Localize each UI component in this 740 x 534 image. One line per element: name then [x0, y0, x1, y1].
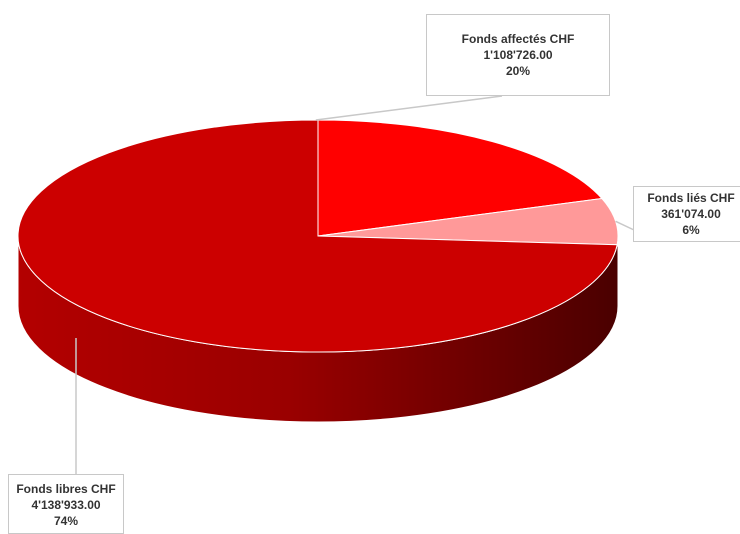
slice-label-percent: 74% [53, 514, 79, 528]
slice-label-name: Fonds affectés CHF [461, 32, 575, 46]
callout-leaders [75, 95, 635, 474]
slice-fonds-lies [317, 198, 619, 246]
slice-label-fonds-lies: Fonds liés CHF 361'074.00 6% [633, 186, 740, 242]
slice-label-name: Fonds liés CHF [647, 191, 735, 205]
pie-top [17, 119, 619, 353]
slice-label-percent: 20% [505, 64, 531, 78]
leader-fonds-lies [615, 220, 635, 231]
slice-fonds-affectes [317, 119, 603, 237]
slice-label-amount: 1'108'726.00 [483, 48, 553, 62]
slice-label-percent: 6% [682, 223, 700, 237]
slice-label-amount: 361'074.00 [661, 207, 721, 221]
slice-label-fonds-libres: Fonds libres CHF 4'138'933.00 74% [8, 474, 124, 534]
slice-fonds-libres [17, 119, 618, 353]
slice-label-name: Fonds libres CHF [16, 482, 116, 496]
leader-fonds-affectes [315, 95, 503, 121]
slice-label-fonds-affectes: Fonds affectés CHF 1'108'726.00 20% [426, 14, 610, 96]
slice-label-amount: 4'138'933.00 [31, 498, 101, 512]
